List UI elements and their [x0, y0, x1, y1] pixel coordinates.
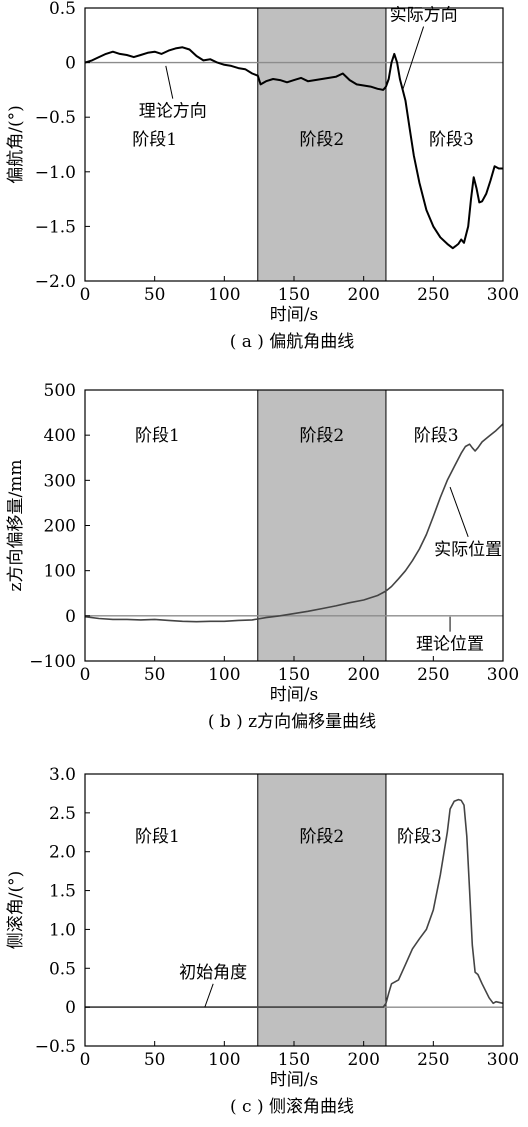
chart-b-y-tick-label: −100 [29, 652, 76, 672]
chart-b-annotation-label: 理论位置 [416, 635, 484, 655]
chart-b-y-tick-label: 200 [44, 517, 76, 537]
chart-c-series-line [85, 798, 504, 1008]
chart-a-y-tick-label: −0.5 [35, 108, 76, 128]
chart-b-annotation-label: 实际位置 [434, 540, 502, 560]
chart-a-x-tick-label: 300 [487, 285, 519, 305]
chart-b-y-axis-label: z方向偏移量/mm [6, 460, 26, 592]
chart-b-x-tick-label: 0 [80, 665, 91, 685]
chart-a-y-tick-label: −2.0 [35, 272, 76, 292]
chart-c-y-tick-label: 0.5 [49, 959, 76, 979]
chart-a-x-tick-label: 0 [80, 285, 91, 305]
chart-b-stage-label: 阶段1 [135, 426, 180, 446]
chart-b-y-tick-label: 0 [65, 607, 76, 627]
chart-a-annotation-label: 实际方向 [390, 6, 458, 26]
chart-b-x-axis-label: 时间/s [270, 685, 318, 705]
chart-a-stage-label: 阶段1 [132, 130, 177, 150]
chart-c-x-tick-label: 100 [208, 1050, 240, 1070]
chart-c-caption: ( c ) 侧滚角曲线 [230, 1097, 354, 1117]
chart-b-caption: ( b ) z方向偏移量曲线 [208, 712, 376, 732]
chart-a-stage-label: 阶段3 [429, 130, 474, 150]
chart-a-x-tick-label: 200 [347, 285, 379, 305]
chart-c-x-tick-label: 0 [80, 1050, 91, 1070]
chart-c-x-tick-label: 200 [347, 1050, 379, 1070]
chart-a-annotation-pointer [402, 26, 425, 91]
chart-a-caption: ( a ) 偏航角曲线 [230, 332, 355, 352]
chart-a-y-tick-label: 0 [65, 54, 76, 74]
chart-c-y-tick-label: 1.5 [49, 882, 76, 902]
chart-c-y-tick-label: 2.5 [49, 804, 76, 824]
chart-a-stage-label: 阶段2 [299, 130, 344, 150]
chart-c-y-tick-label: −0.5 [35, 1037, 76, 1057]
chart-c-x-tick-label: 250 [417, 1050, 449, 1070]
chart-b-x-tick-label: 200 [347, 665, 379, 685]
chart-c-y-tick-label: 3.0 [49, 765, 76, 785]
chart-a-shaded-region [257, 7, 387, 282]
chart-b-x-tick-label: 150 [278, 665, 310, 685]
chart-a-annotation-pointer [165, 65, 174, 99]
chart-b-y-tick-label: 300 [44, 471, 76, 491]
chart-c-x-tick-label: 150 [278, 1050, 310, 1070]
chart-c-annotation-label: 初始角度 [179, 963, 247, 983]
chart-b-x-tick-label: 50 [144, 665, 166, 685]
chart-a-y-tick-label: −1.0 [35, 163, 76, 183]
chart-c-stage-label: 阶段2 [299, 827, 344, 847]
chart-b-y-tick-label: 500 [44, 381, 76, 401]
chart-a-annotation-label: 理论方向 [139, 102, 207, 122]
chart-a-y-tick-label: 0.5 [49, 0, 76, 19]
chart-a-x-tick-label: 150 [278, 285, 310, 305]
chart-a-series-line [84, 46, 503, 250]
chart-c-x-tick-label: 50 [144, 1050, 166, 1070]
chart-c-y-tick-label: 2.0 [49, 843, 76, 863]
chart-c-stage-label: 阶段1 [135, 827, 180, 847]
chart-a-x-tick-label: 50 [144, 285, 166, 305]
chart-c-y-tick-label: 0 [65, 998, 76, 1018]
chart-c-shaded-region [257, 773, 387, 1047]
chart-c-y-axis-label: 侧滚角/(°) [6, 871, 26, 950]
chart-b-stage-label: 阶段2 [299, 426, 344, 446]
chart-b-y-tick-label: 100 [44, 562, 76, 582]
chart-b-annotation-pointer [449, 486, 469, 537]
chart-b-x-tick-label: 250 [417, 665, 449, 685]
chart-c-x-axis-label: 时间/s [270, 1070, 318, 1090]
chart-a-x-axis-label: 时间/s [270, 305, 318, 325]
chart-c-annotation-pointer [204, 983, 214, 1008]
chart-a-x-tick-label: 100 [208, 285, 240, 305]
chart-c-stage-label: 阶段3 [397, 827, 442, 847]
chart-a-y-tick-label: −1.5 [35, 217, 76, 237]
chart-b-x-tick-label: 100 [208, 665, 240, 685]
chart-b-stage-label: 阶段3 [414, 426, 459, 446]
chart-b-series-line [84, 423, 504, 623]
chart-c-y-tick-label: 1.0 [49, 920, 76, 940]
chart-a-y-axis-label: 偏航角/(°) [6, 105, 26, 184]
chart-c-x-tick-label: 300 [487, 1050, 519, 1070]
chart-b-x-tick-label: 300 [487, 665, 519, 685]
chart-b-y-tick-label: 400 [44, 426, 76, 446]
chart-a-x-tick-label: 250 [417, 285, 449, 305]
